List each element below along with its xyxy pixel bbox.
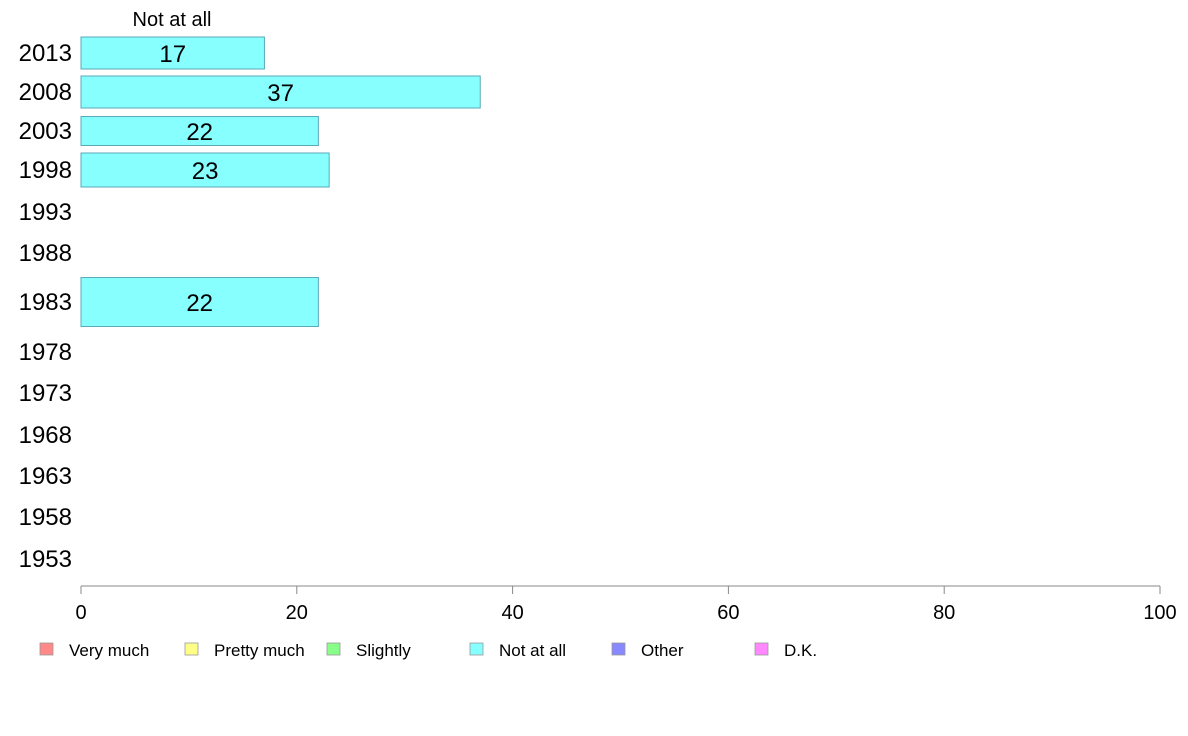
y-tick-label: 1978	[19, 339, 72, 366]
legend-label: Other	[641, 641, 684, 660]
legend-swatch	[469, 642, 484, 656]
x-tick-label: 0	[75, 602, 86, 624]
x-tick-label: 20	[286, 602, 308, 624]
legend-swatch	[39, 642, 54, 656]
y-tick-label: 1953	[19, 546, 72, 573]
data-label: 22	[186, 119, 213, 146]
legend-label: Not at all	[499, 641, 566, 660]
y-tick-label: 1983	[19, 289, 72, 316]
y-tick-label: 1968	[19, 422, 72, 449]
bar	[80, 116, 319, 146]
y-tick-label: 2013	[19, 40, 72, 67]
data-label: 17	[159, 41, 186, 68]
x-tick-label: 80	[933, 602, 955, 624]
y-tick-label: 1963	[19, 463, 72, 490]
legend-label: Pretty much	[214, 641, 305, 660]
y-tick-label: 1998	[19, 157, 72, 184]
x-tick-label: 60	[717, 602, 739, 624]
legend-label: Slightly	[356, 641, 411, 660]
legend-swatch	[754, 642, 769, 656]
y-tick-label: 1958	[19, 504, 72, 531]
data-label: 23	[192, 158, 219, 185]
data-label: 37	[267, 80, 294, 107]
y-tick-label: 1993	[19, 199, 72, 226]
bar	[80, 36, 265, 70]
y-tick-label: 1973	[19, 380, 72, 407]
bar	[80, 277, 319, 327]
legend-swatch	[184, 642, 199, 656]
legend-swatch	[611, 642, 626, 656]
bar	[80, 152, 330, 188]
series-title: Not at all	[133, 9, 212, 31]
x-tick-label: 40	[501, 602, 523, 624]
data-label: 22	[186, 290, 213, 317]
legend-label: D.K.	[784, 641, 817, 660]
x-tick-label: 100	[1143, 602, 1176, 624]
legend-label: Very much	[69, 641, 149, 660]
y-tick-label: 2008	[19, 79, 72, 106]
y-tick-label: 1988	[19, 240, 72, 267]
bar	[80, 75, 481, 109]
legend-swatch	[326, 642, 341, 656]
y-tick-label: 2003	[19, 118, 72, 145]
